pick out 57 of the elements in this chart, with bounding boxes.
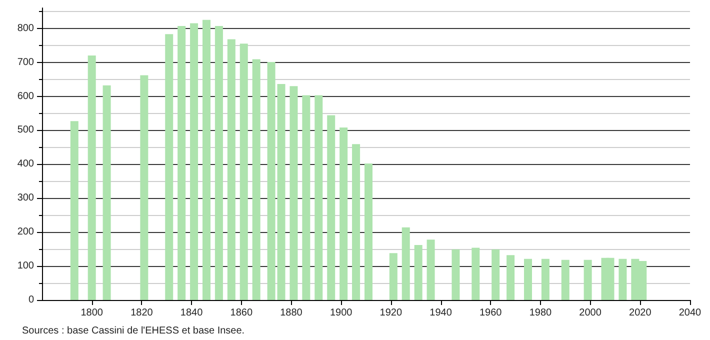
bar xyxy=(506,255,515,300)
x-tick-label: 1880 xyxy=(280,308,303,318)
bar xyxy=(618,258,627,300)
bar xyxy=(389,253,398,300)
x-tick-label: 1900 xyxy=(330,308,353,318)
x-tick-label: 1920 xyxy=(380,308,402,318)
y-tick-label: 500 xyxy=(17,124,34,136)
x-tick-label: 1800 xyxy=(80,308,104,318)
bar xyxy=(70,121,78,300)
bar xyxy=(178,26,186,300)
x-tick-label: 1940 xyxy=(430,308,452,318)
y-tick-label: 600 xyxy=(17,90,34,102)
x-tick-label: 2020 xyxy=(629,308,652,318)
bar xyxy=(352,144,360,300)
y-tick-label: 200 xyxy=(17,226,34,238)
bar xyxy=(541,258,550,300)
y-tick-label: 700 xyxy=(17,56,34,68)
bar xyxy=(277,84,286,300)
bar xyxy=(426,240,435,300)
x-tick-label: 1960 xyxy=(479,308,502,318)
bar xyxy=(165,34,174,300)
y-tick-label: 100 xyxy=(17,260,34,272)
x-tick-label: 2040 xyxy=(678,308,702,318)
y-tick-label: 300 xyxy=(17,192,34,204)
bar xyxy=(202,20,210,300)
bar xyxy=(102,85,111,300)
source-note: Sources : base Cassini de l'EHESS et base Insee. xyxy=(22,326,245,336)
bar xyxy=(327,115,336,300)
bar xyxy=(88,56,96,300)
bar xyxy=(214,26,223,300)
y-tick-label: 0 xyxy=(28,294,34,306)
bar xyxy=(561,260,570,300)
bar xyxy=(140,75,148,300)
bar xyxy=(452,249,460,300)
bar xyxy=(190,23,198,300)
bar xyxy=(402,227,410,300)
bar xyxy=(302,95,310,300)
bar xyxy=(252,59,260,300)
x-tick-label: 2000 xyxy=(579,308,602,318)
bar xyxy=(340,128,348,300)
x-tick-label: 1840 xyxy=(180,308,204,318)
y-tick-label: 800 xyxy=(17,22,34,34)
bar xyxy=(492,249,500,300)
bar xyxy=(267,62,276,300)
y-tick-label: 400 xyxy=(17,158,34,170)
x-tick-label: 1820 xyxy=(130,308,154,318)
bar xyxy=(472,248,480,300)
x-tick-label: 1980 xyxy=(529,308,552,318)
bar xyxy=(584,260,592,300)
bar xyxy=(240,44,248,300)
bar xyxy=(414,244,422,300)
bar xyxy=(290,86,298,300)
bar xyxy=(524,258,532,300)
bar xyxy=(364,164,372,300)
x-tick-label: 1860 xyxy=(230,308,253,318)
bar xyxy=(314,95,323,300)
bar xyxy=(227,39,236,300)
